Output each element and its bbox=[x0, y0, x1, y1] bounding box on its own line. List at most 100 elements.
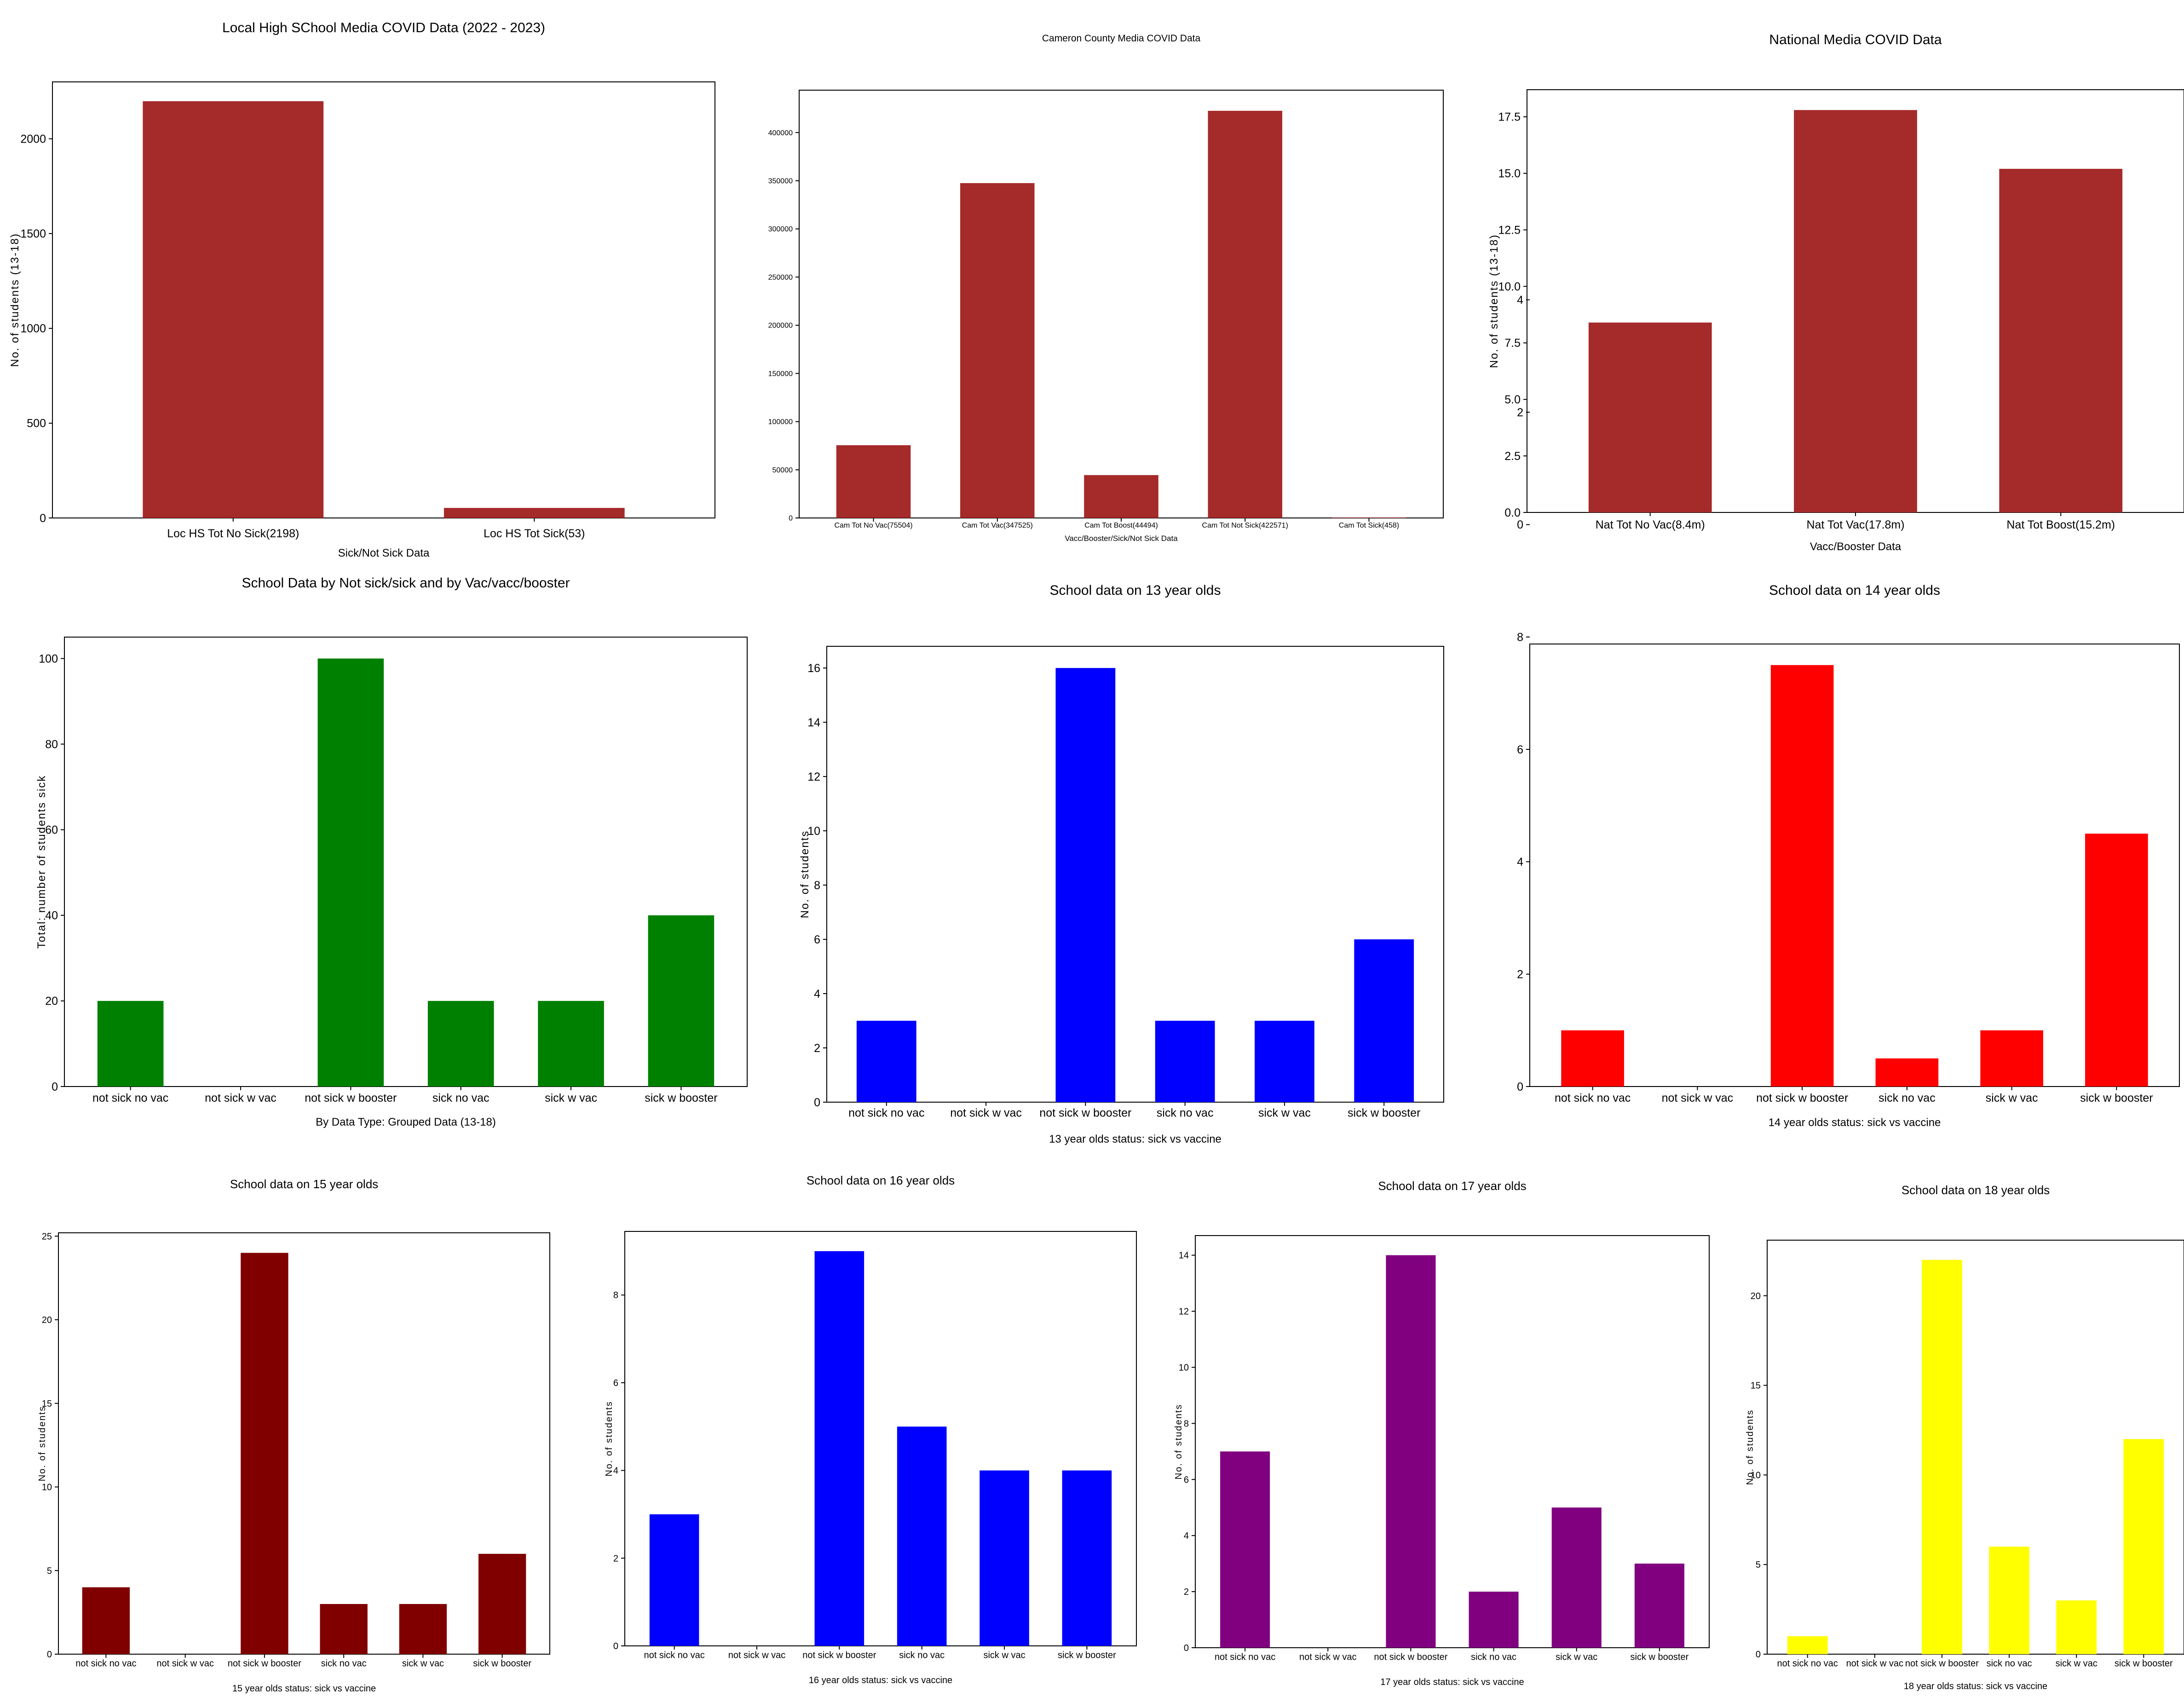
x-tick-label: Nat Tot Boost(15.2m) bbox=[2006, 518, 2115, 531]
y-axis-label: No. of students bbox=[604, 1401, 614, 1477]
bar-6 bbox=[2123, 1439, 2164, 1654]
x-tick-label: sick w vac bbox=[1986, 1092, 2038, 1104]
x-axis-label: By Data Type: Grouped Data (13-18) bbox=[316, 1116, 496, 1128]
x-tick-label: sick w vac bbox=[983, 1650, 1025, 1661]
bar-6 bbox=[2085, 834, 2148, 1087]
y-tick-label: 0 bbox=[1756, 1650, 1761, 1660]
y-tick-label: 0.0 bbox=[1504, 506, 1521, 519]
y-tick-label: 500 bbox=[27, 417, 46, 430]
bar-4 bbox=[427, 1000, 494, 1087]
y-tick-label: 50000 bbox=[772, 466, 793, 474]
x-tick-label: Cam Tot No Vac(75504) bbox=[834, 522, 912, 529]
y-tick-label: 0 bbox=[47, 1650, 52, 1660]
y-tick-label: 8 bbox=[1184, 1419, 1189, 1429]
x-tick-label: not sick no vac bbox=[1215, 1652, 1275, 1662]
y-tick-label: 0 bbox=[1517, 1081, 1523, 1093]
bar-1 bbox=[649, 1514, 699, 1646]
y-axis-label: Total: number of students sick bbox=[35, 775, 48, 949]
chart-title: School data on 15 year olds bbox=[230, 1177, 378, 1191]
y-tick-label: 6 bbox=[613, 1378, 618, 1388]
y-tick-label: 8 bbox=[814, 879, 820, 892]
y-tick-label: 1000 bbox=[20, 322, 46, 335]
x-tick-label: sick w booster bbox=[473, 1659, 531, 1669]
y-tick-label: 25 bbox=[42, 1231, 52, 1242]
x-tick-label: not sick w vac bbox=[728, 1650, 785, 1661]
x-tick-label: not sick w booster bbox=[1756, 1092, 1848, 1104]
y-tick-label: 0 bbox=[52, 1081, 58, 1093]
y-tick-label: 0 bbox=[1517, 518, 1523, 531]
x-tick-label: sick w booster bbox=[1348, 1107, 1420, 1120]
x-axis-label: 16 year olds status: sick vs vaccine bbox=[809, 1675, 952, 1685]
y-tick-label: 60 bbox=[45, 823, 58, 836]
bar-series: Loc HS Tot No Sick(2198) Loc HS Tot Sick(… bbox=[143, 101, 625, 540]
y-tick-label: 7.5 bbox=[1504, 337, 1521, 350]
x-tick-label: not sick w vac bbox=[950, 1107, 1022, 1120]
x-tick-label: sick w vac bbox=[1258, 1107, 1311, 1120]
chart-8: School data on 16 year olds 0 2 4 6 8 No. of s… bbox=[604, 1173, 1137, 1685]
y-tick-label: 40 bbox=[45, 909, 58, 922]
chart-title: School data on 18 year olds bbox=[1902, 1183, 2050, 1197]
bar-5 bbox=[1980, 1030, 2043, 1087]
y-tick-label: 1500 bbox=[20, 227, 46, 240]
bar-2 bbox=[444, 508, 625, 518]
y-axis-label: No. of students bbox=[1174, 1404, 1184, 1480]
y-tick-label: 2 bbox=[1517, 406, 1523, 419]
y-tick-label: 16 bbox=[807, 662, 820, 675]
x-tick-label: sick no vac bbox=[1987, 1659, 2032, 1669]
x-tick-label: not sick w booster bbox=[228, 1659, 301, 1669]
y-tick-label: 6 bbox=[814, 933, 820, 946]
plot-frame bbox=[52, 81, 715, 518]
bar-2 bbox=[960, 183, 1035, 518]
x-tick-label: sick w vac bbox=[1556, 1652, 1597, 1662]
y-tick-label: 15 bbox=[1751, 1381, 1761, 1391]
bar-1 bbox=[1561, 1030, 1624, 1087]
x-axis-label: 15 year olds status: sick vs vaccine bbox=[232, 1684, 376, 1694]
bar-4 bbox=[1875, 1058, 1939, 1087]
bar-1 bbox=[856, 1021, 916, 1102]
bar-series: not sick no vac not sick w vac not sick w … bbox=[848, 668, 1420, 1120]
y-axis-label: No. of students (13-18) bbox=[1488, 234, 1500, 368]
chart-9: School data on 17 year olds 0 2 4 6 8 10 12 14 No… bbox=[1174, 1179, 1710, 1687]
bar-4 bbox=[1989, 1547, 2029, 1654]
chart-10: School data on 18 year olds 0 5 10 15 20 No. o… bbox=[1745, 1183, 2184, 1691]
y-axis-label: No. of students (13-18) bbox=[9, 233, 21, 367]
y-tick-label: 5 bbox=[1756, 1560, 1761, 1570]
bar-4 bbox=[1208, 110, 1282, 518]
chart-title: School data on 13 year olds bbox=[1050, 583, 1221, 598]
y-tick-label: 10.0 bbox=[1498, 280, 1521, 293]
chart-title: Cameron County Media COVID Data bbox=[1042, 33, 1201, 44]
y-tick-label: 6 bbox=[1184, 1475, 1189, 1485]
y-tick-label: 0 bbox=[814, 1096, 820, 1109]
bar-series: not sick no vac not sick w vac not sick w … bbox=[1777, 1259, 2173, 1669]
bar-4 bbox=[1155, 1021, 1215, 1102]
plot-frame bbox=[64, 637, 748, 1087]
x-tick-label: sick w booster bbox=[1058, 1650, 1116, 1661]
bar-3 bbox=[1386, 1255, 1436, 1648]
bar-5 bbox=[2056, 1600, 2097, 1654]
x-axis-label: Sick/Not Sick Data bbox=[338, 547, 430, 559]
x-tick-label: not sick w booster bbox=[305, 1092, 397, 1104]
y-tick-label: 2.5 bbox=[1504, 450, 1521, 463]
chart-title: National Media COVID Data bbox=[1769, 32, 1942, 47]
y-tick-label: 20 bbox=[1751, 1291, 1761, 1301]
x-tick-label: Loc HS Tot No Sick(2198) bbox=[167, 527, 299, 540]
x-tick-label: not sick w vac bbox=[1846, 1659, 1903, 1669]
bar-3 bbox=[814, 1251, 864, 1646]
y-tick-label: 2 bbox=[814, 1042, 820, 1055]
y-tick-label: 17.5 bbox=[1498, 111, 1521, 124]
x-tick-label: sick w booster bbox=[2115, 1659, 2173, 1669]
y-axis-label: No. of students bbox=[799, 830, 811, 918]
chart-5: School data on 13 year olds 0 2 4 6 8 10 12 14 16… bbox=[799, 583, 1444, 1145]
bar-3 bbox=[1999, 169, 2123, 512]
bar-5 bbox=[538, 1000, 604, 1087]
y-tick-label: 12.5 bbox=[1498, 224, 1521, 236]
bar-series: not sick no vac not sick w vac not sick w … bbox=[1555, 665, 2153, 1104]
bar-series: not sick no vac not sick w vac not sick w … bbox=[75, 1253, 531, 1669]
bar-series: not sick no vac not sick w vac not sick w … bbox=[644, 1251, 1116, 1661]
x-tick-label: sick no vac bbox=[899, 1650, 945, 1661]
y-axis-ticks: 0 2 4 6 8 bbox=[613, 1290, 625, 1651]
bar-3 bbox=[1770, 665, 1834, 1087]
y-tick-label: 250000 bbox=[768, 274, 793, 282]
chart-title: Local High SChool Media COVID Data (2022… bbox=[222, 20, 545, 35]
y-tick-label: 4 bbox=[1517, 856, 1523, 868]
